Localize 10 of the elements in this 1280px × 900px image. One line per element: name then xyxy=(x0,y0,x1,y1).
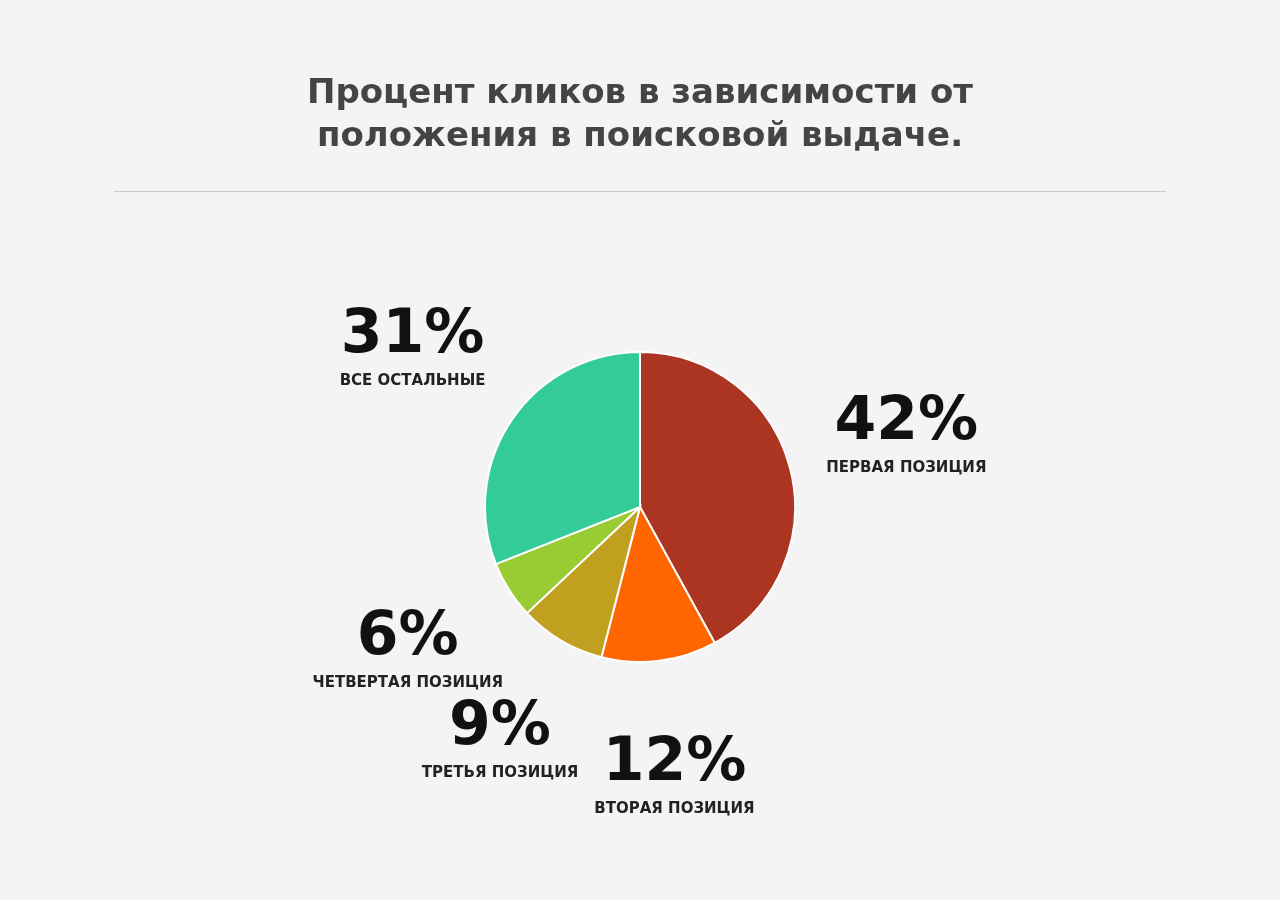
data-label: 42% xyxy=(834,382,979,453)
data-label: 12% xyxy=(602,723,747,794)
data-label: 31% xyxy=(340,296,485,367)
slice-label: ТРЕТЬЯ ПОЗИЦИЯ xyxy=(421,762,579,781)
chart-title: Процент кликов в зависимости от положения в поисковой выдаче. xyxy=(305,70,975,155)
slice-label: ВСЕ ОСТАЛЬНЫЕ xyxy=(339,371,486,390)
slice-label: ЧЕТВЕРТАЯ ПОЗИЦИЯ xyxy=(312,673,504,692)
data-label: 6% xyxy=(356,598,459,669)
slice-label: ПЕРВАЯ ПОЗИЦИЯ xyxy=(826,457,987,476)
slice-label: ВТОРАЯ ПОЗИЦИЯ xyxy=(594,798,755,817)
